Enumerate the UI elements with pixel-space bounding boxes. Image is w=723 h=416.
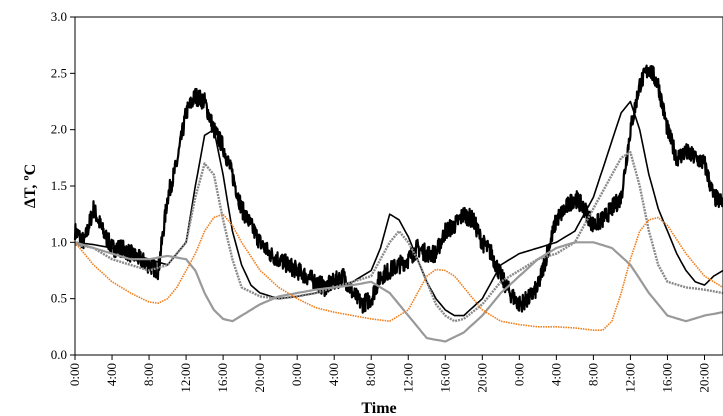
x-tick-label: 20:00 — [252, 363, 267, 393]
x-tick-label: 20:00 — [474, 363, 489, 393]
series-line-4 — [74, 241, 723, 343]
x-tick-label: 0:00 — [511, 363, 526, 386]
y-tick-label: 1.5 — [51, 178, 67, 193]
series-lines — [73, 64, 723, 343]
y-axis-ticks: 0.0 0.5 1.0 1.5 2.0 2.5 3.0 — [51, 9, 75, 362]
series-line-5 — [74, 213, 723, 332]
x-axis-ticks: 0:00 4:00 8:00 12:00 16:00 20:00 0:00 4:00 8:00 1… — [67, 355, 711, 393]
series-line-3 — [74, 150, 723, 323]
x-tick-label: 8:00 — [141, 363, 156, 386]
y-tick-label: 0.0 — [51, 347, 67, 362]
plot-area-frame — [74, 16, 723, 356]
y-tick-label: 1.0 — [51, 234, 67, 249]
y-tick-label: 3.0 — [51, 9, 67, 24]
x-tick-label: 8:00 — [363, 363, 378, 386]
x-tick-label: 16:00 — [437, 363, 452, 393]
series-line-1 — [73, 64, 723, 314]
x-tick-label: 20:00 — [696, 363, 711, 393]
x-tick-label: 4:00 — [104, 363, 119, 386]
x-tick-label: 4:00 — [326, 363, 341, 386]
series-line-2 — [74, 100, 723, 317]
y-axis-title: ΔT, ºC — [22, 164, 39, 208]
x-tick-label: 4:00 — [548, 363, 563, 386]
y-tick-label: 2.0 — [51, 122, 67, 137]
x-tick-label: 0:00 — [289, 363, 304, 386]
x-tick-label: 0:00 — [67, 363, 82, 386]
x-tick-label: 12:00 — [622, 363, 637, 393]
x-tick-label: 12:00 — [400, 363, 415, 393]
y-tick-label: 2.5 — [51, 65, 67, 80]
y-tick-label: 0.5 — [51, 291, 67, 306]
x-tick-label: 16:00 — [659, 363, 674, 393]
x-tick-label: 16:00 — [215, 363, 230, 393]
x-axis-title: Time — [361, 400, 396, 416]
x-tick-label: 12:00 — [178, 363, 193, 393]
x-tick-label: 8:00 — [585, 363, 600, 386]
